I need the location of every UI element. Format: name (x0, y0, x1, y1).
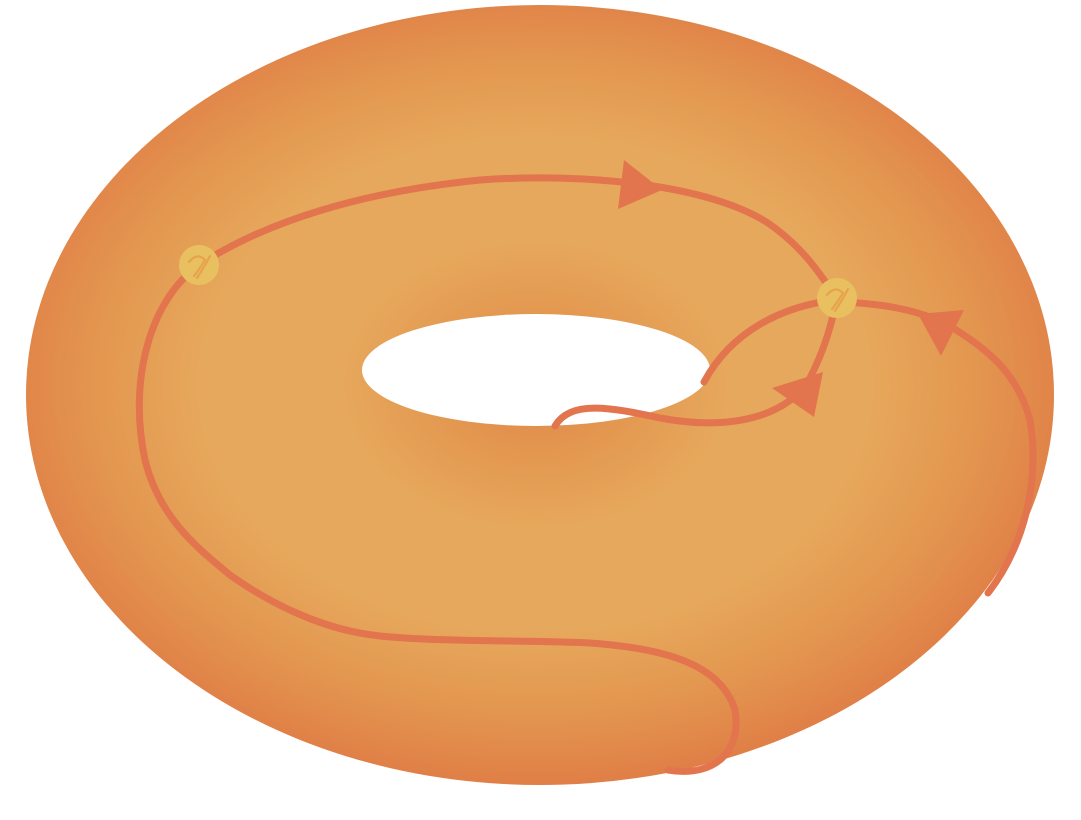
path-right-side (834, 298, 1037, 597)
path-bottom-loop (135, 261, 740, 775)
path-into-hole (700, 296, 839, 386)
arrowhead-under (772, 372, 823, 417)
path-under-hole (551, 298, 840, 430)
arrowhead-right (918, 310, 964, 356)
torus-hole (362, 314, 710, 426)
point-right (817, 278, 857, 318)
arrowhead-top (618, 160, 662, 209)
point-left (179, 245, 219, 285)
path-top-loop (195, 174, 837, 297)
